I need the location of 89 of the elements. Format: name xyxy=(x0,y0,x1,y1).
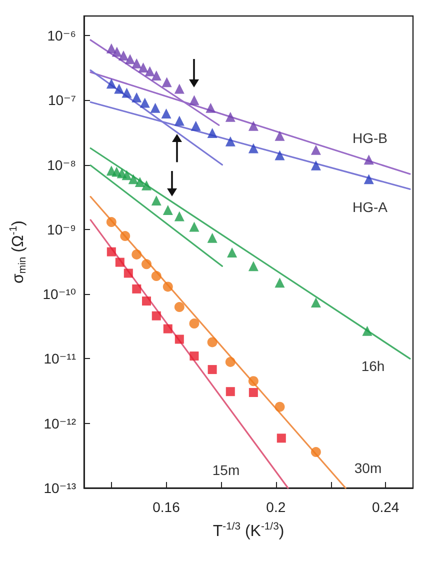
point xyxy=(274,278,285,288)
point xyxy=(118,50,128,60)
point xyxy=(132,92,142,102)
point xyxy=(362,326,372,336)
point xyxy=(248,261,258,272)
point xyxy=(106,217,116,228)
point xyxy=(364,154,374,165)
y-tick-label: 10⁻¹¹ xyxy=(44,350,76,367)
annotation: 16h xyxy=(361,358,385,374)
point xyxy=(248,388,258,398)
point xyxy=(310,144,321,155)
point xyxy=(190,120,201,131)
point xyxy=(132,58,142,68)
point xyxy=(134,177,145,188)
point xyxy=(248,143,258,154)
point xyxy=(142,259,152,270)
point xyxy=(122,170,132,180)
x-tick-label: 0.24 xyxy=(372,499,400,515)
point xyxy=(162,77,172,88)
point xyxy=(276,434,286,443)
y-tick-label: 10⁻⁹ xyxy=(47,221,76,238)
y-tick-label: 10⁻⁷ xyxy=(48,92,76,108)
point xyxy=(142,296,152,306)
point xyxy=(132,249,142,260)
point xyxy=(128,174,138,184)
point xyxy=(310,447,321,458)
point xyxy=(124,268,133,278)
point xyxy=(140,98,150,108)
point xyxy=(106,43,116,54)
point xyxy=(144,66,155,76)
point xyxy=(174,334,184,344)
point xyxy=(226,387,235,396)
point xyxy=(364,174,374,184)
point xyxy=(225,356,236,367)
point xyxy=(189,222,200,232)
point xyxy=(138,62,148,72)
y-axis-title: σmin (Ω-1) xyxy=(8,220,28,284)
point xyxy=(174,302,184,312)
point xyxy=(106,247,116,256)
point xyxy=(112,46,122,57)
point xyxy=(162,204,173,215)
point xyxy=(174,84,184,94)
point xyxy=(125,54,136,64)
point xyxy=(274,402,285,412)
annotation: HG-A xyxy=(352,199,388,215)
annotation: HG-B xyxy=(352,130,388,146)
point xyxy=(151,70,162,81)
point xyxy=(310,160,321,170)
y-tick-label: 10⁻¹² xyxy=(44,415,76,432)
x-tick-label: 0.2 xyxy=(266,499,286,515)
annotation: 15m xyxy=(212,462,240,478)
annotation: 30m xyxy=(354,460,382,476)
point xyxy=(207,128,218,138)
y-tick-label: 10⁻¹³ xyxy=(44,480,76,496)
point xyxy=(274,150,285,160)
point xyxy=(189,95,200,106)
point xyxy=(225,112,236,122)
point xyxy=(207,232,218,243)
point xyxy=(189,318,200,329)
point xyxy=(208,365,217,374)
point xyxy=(163,324,172,334)
y-tick-label: 10⁻¹⁰ xyxy=(42,286,76,302)
point xyxy=(132,284,142,294)
point xyxy=(274,130,285,141)
point xyxy=(248,376,258,386)
point xyxy=(207,337,218,348)
point xyxy=(115,258,124,267)
point xyxy=(142,180,152,190)
point xyxy=(227,247,238,258)
point xyxy=(150,102,160,113)
point xyxy=(151,271,162,282)
point xyxy=(122,88,132,98)
point xyxy=(120,231,130,242)
y-tick-label: 10⁻⁶ xyxy=(47,27,76,44)
point xyxy=(174,211,184,222)
point xyxy=(225,136,236,146)
point xyxy=(106,78,116,89)
point xyxy=(152,311,161,320)
point xyxy=(151,196,162,206)
point xyxy=(161,108,172,119)
point xyxy=(114,84,124,94)
point xyxy=(310,298,321,308)
y-tick-label: 10⁻⁸ xyxy=(47,156,76,173)
point xyxy=(162,282,173,292)
point xyxy=(248,120,258,131)
x-tick-label: 0.16 xyxy=(152,499,180,515)
point xyxy=(206,102,216,113)
point xyxy=(190,352,199,361)
point xyxy=(174,116,184,126)
